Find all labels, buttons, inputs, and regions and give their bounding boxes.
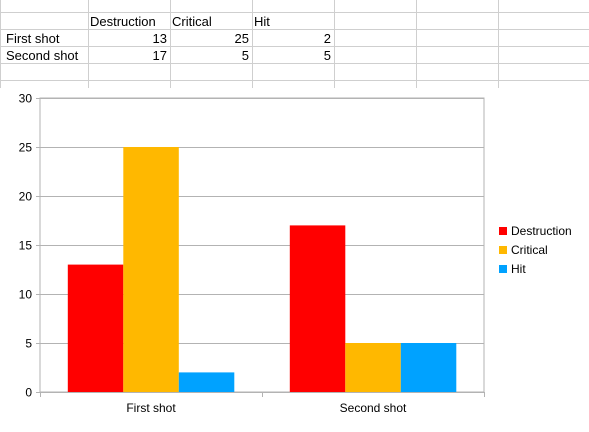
bar-critical-1[interactable] [123,147,179,392]
header-cell-hit[interactable]: Hit [254,14,270,29]
legend-label-hit: Hit [511,262,526,276]
row-label-cell[interactable]: Second shot [6,48,79,63]
legend[interactable]: Destruction Critical Hit [499,224,572,276]
y-tick-label: 15 [19,239,33,253]
y-tick-label: 0 [25,386,32,400]
y-tick-label: 25 [19,141,33,155]
bar-chart: 0 5 10 15 20 25 30 First shot Second shot Destruc… [0,88,589,427]
legend-swatch-hit [499,265,507,273]
chart-area[interactable]: 0 5 10 15 20 25 30 First shot Second shot Destruc… [0,88,589,427]
y-tick-label: 30 [19,92,33,106]
legend-label-destruction: Destruction [511,224,572,238]
value-cell[interactable]: 25 [235,31,249,46]
legend-swatch-destruction [499,227,507,235]
header-cell-critical[interactable]: Critical [172,14,212,29]
value-cell[interactable]: 5 [324,48,331,63]
x-category-label: Second shot [340,401,407,415]
bar-critical-2[interactable] [345,343,401,392]
header-cell-destruction[interactable]: Destruction [90,14,156,29]
x-category-label: First shot [126,401,176,415]
bar-hit-1[interactable] [178,372,235,392]
legend-label-critical: Critical [511,243,548,257]
row-label-cell[interactable]: First shot [6,31,60,46]
y-tick-label: 5 [25,337,32,351]
bars [67,147,457,392]
y-tick-label: 20 [19,190,33,204]
value-cell[interactable]: 5 [242,48,249,63]
bar-destruction-1[interactable] [67,264,124,392]
value-cell[interactable]: 13 [153,31,167,46]
y-tick-label: 10 [19,288,33,302]
legend-swatch-critical [499,246,507,254]
value-cell[interactable]: 2 [324,31,331,46]
value-cell[interactable]: 17 [153,48,167,63]
bar-hit-2[interactable] [400,343,457,392]
bar-destruction-2[interactable] [289,225,346,392]
